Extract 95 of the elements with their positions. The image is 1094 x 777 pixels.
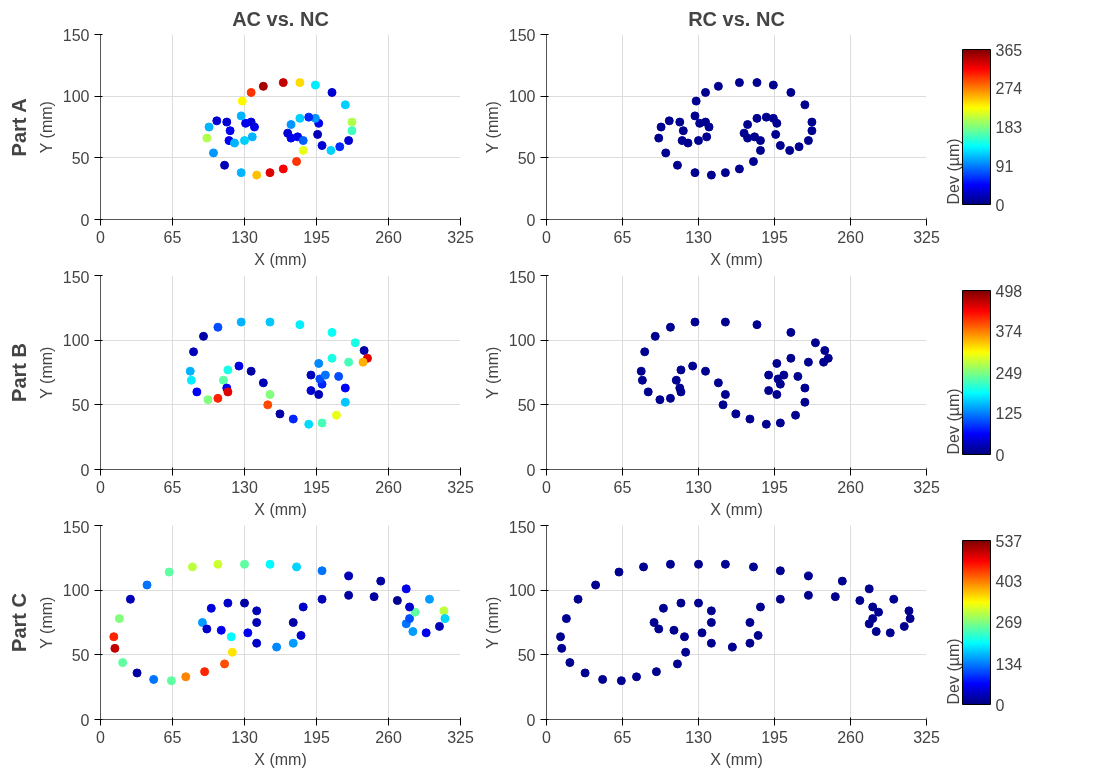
- y-tick-label: 0: [80, 461, 90, 479]
- color-bar-label: 403: [995, 573, 1023, 591]
- x-tick-label: 195: [761, 728, 788, 746]
- x-tick-label: 195: [303, 728, 330, 746]
- x-axis-title: X (mm): [710, 500, 763, 518]
- y-tick-label: 50: [517, 396, 536, 414]
- color-bar-label: 91: [995, 157, 1014, 175]
- y-axis-title: Y (mm): [483, 596, 501, 649]
- color-bar-label: 274: [995, 80, 1023, 98]
- y-tick-label: 100: [62, 582, 90, 600]
- x-tick-label: 325: [447, 228, 474, 246]
- color-bar-label: 365: [995, 41, 1023, 59]
- x-axis-title: X (mm): [254, 250, 307, 268]
- y-tick-label: 100: [508, 582, 536, 600]
- color-bar-label: 269: [995, 614, 1023, 632]
- x-tick-label: 130: [685, 728, 712, 746]
- x-tick-label: 0: [542, 728, 552, 746]
- x-tick-label: 65: [163, 728, 182, 746]
- x-tick-label: 260: [837, 228, 864, 246]
- x-tick-label: 65: [613, 728, 632, 746]
- color-bar-label: 537: [995, 532, 1023, 550]
- y-axis-title: Y (mm): [37, 596, 55, 649]
- y-tick-label: 150: [62, 268, 90, 286]
- x-tick-label: 0: [542, 478, 552, 496]
- y-tick-label: 50: [517, 646, 536, 664]
- y-tick-label: 150: [62, 26, 90, 44]
- x-tick-label: 130: [231, 478, 258, 496]
- x-tick-label: 0: [96, 228, 106, 246]
- x-tick-label: 325: [913, 478, 940, 496]
- x-tick-label: 260: [837, 728, 864, 746]
- x-tick-label: 130: [231, 228, 258, 246]
- x-tick-label: 195: [303, 228, 330, 246]
- color-bar-label: 249: [995, 364, 1023, 382]
- color-bar-label: 0: [995, 446, 1005, 464]
- x-tick-label: 325: [447, 728, 474, 746]
- x-tick-label: 130: [685, 478, 712, 496]
- y-tick-label: 50: [71, 646, 90, 664]
- x-tick-label: 325: [913, 728, 940, 746]
- y-tick-label: 150: [508, 518, 536, 536]
- y-axis-title: Y (mm): [37, 346, 55, 399]
- color-bar-title: Dev (µm): [944, 138, 962, 205]
- x-axis-title: X (mm): [710, 750, 763, 768]
- x-tick-label: 130: [231, 728, 258, 746]
- x-tick-label: 65: [163, 228, 182, 246]
- y-tick-label: 0: [80, 211, 90, 229]
- x-tick-label: 0: [542, 228, 552, 246]
- x-tick-label: 65: [613, 228, 632, 246]
- x-tick-label: 260: [375, 478, 402, 496]
- color-bar-label: 0: [995, 696, 1005, 714]
- y-tick-label: 100: [62, 332, 90, 350]
- color-bar-title: Dev (µm): [944, 638, 962, 705]
- color-bar-title: Dev (µm): [944, 388, 962, 455]
- chart-title: RC vs. NC: [688, 7, 785, 30]
- color-bar-label: 183: [995, 118, 1023, 136]
- y-tick-label: 150: [62, 518, 90, 536]
- x-tick-label: 325: [447, 478, 474, 496]
- y-tick-label: 50: [517, 149, 536, 167]
- x-tick-label: 325: [913, 228, 940, 246]
- x-tick-label: 260: [837, 478, 864, 496]
- x-axis-title: X (mm): [710, 250, 763, 268]
- color-bar-label: 498: [995, 282, 1023, 300]
- x-tick-label: 0: [96, 478, 106, 496]
- chart-title: AC vs. NC: [232, 7, 329, 30]
- x-tick-label: 195: [761, 478, 788, 496]
- x-tick-label: 65: [613, 478, 632, 496]
- color-bar-label: 0: [995, 196, 1005, 214]
- y-tick-label: 0: [526, 211, 536, 229]
- color-bar-label: 134: [995, 655, 1023, 673]
- y-tick-label: 50: [71, 396, 90, 414]
- text: Part B: [7, 343, 30, 402]
- y-tick-label: 150: [508, 268, 536, 286]
- color-bar-label: 374: [995, 323, 1023, 341]
- y-tick-label: 100: [62, 88, 90, 106]
- y-tick-label: 0: [526, 461, 536, 479]
- text: Part C: [7, 593, 30, 652]
- y-axis-title: Y (mm): [483, 346, 501, 399]
- y-tick-label: 0: [526, 711, 536, 729]
- y-tick-label: 100: [508, 332, 536, 350]
- text: Part A: [7, 98, 30, 157]
- x-tick-label: 0: [96, 728, 106, 746]
- x-tick-label: 195: [303, 478, 330, 496]
- y-axis-title: Y (mm): [37, 101, 55, 154]
- x-tick-label: 260: [375, 728, 402, 746]
- x-tick-label: 195: [761, 228, 788, 246]
- y-tick-label: 50: [71, 149, 90, 167]
- x-axis-title: X (mm): [254, 500, 307, 518]
- y-tick-label: 150: [508, 26, 536, 44]
- x-axis-title: X (mm): [254, 750, 307, 768]
- y-axis-title: Y (mm): [483, 101, 501, 154]
- x-tick-label: 130: [685, 228, 712, 246]
- x-tick-label: 260: [375, 228, 402, 246]
- color-bar-label: 125: [995, 405, 1023, 423]
- y-tick-label: 100: [508, 88, 536, 106]
- y-tick-label: 0: [80, 711, 90, 729]
- x-tick-label: 65: [163, 478, 182, 496]
